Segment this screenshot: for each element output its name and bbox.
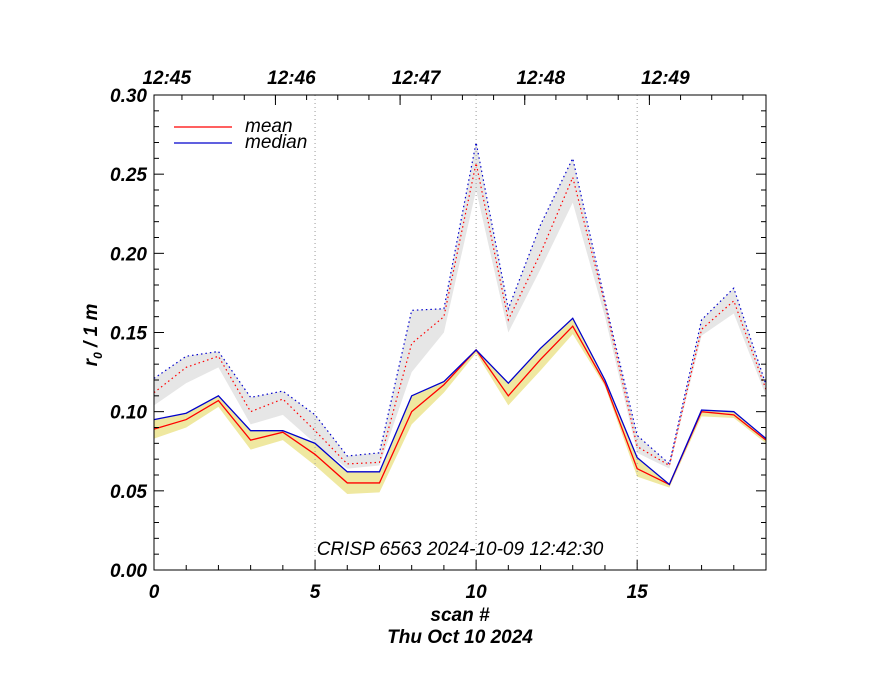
plot-frame bbox=[153, 94, 767, 571]
band-0 bbox=[154, 142, 766, 469]
series-lines bbox=[153, 142, 767, 486]
series-line-0 bbox=[153, 325, 767, 486]
axis-ticks bbox=[153, 94, 767, 571]
y-tick-label-1: 0.05 bbox=[110, 482, 147, 503]
legend-label-mean: mean bbox=[245, 116, 293, 137]
y-tick-label-0: 0.00 bbox=[110, 561, 147, 582]
series-line-2 bbox=[153, 162, 767, 467]
band-1 bbox=[154, 318, 766, 494]
y-axis-label-unit: / 1 m bbox=[81, 304, 102, 353]
svg-text:r0 / 1 m: r0 / 1 m bbox=[81, 304, 105, 367]
series-line-1 bbox=[153, 317, 767, 486]
top-tick-label-0: 12:45 bbox=[142, 68, 191, 89]
x-tick-label-5: 5 bbox=[310, 582, 321, 603]
y-tick-label-2: 0.10 bbox=[110, 403, 147, 424]
top-tick-label-2: 12:47 bbox=[392, 68, 442, 89]
y-axis-label-subscript: 0 bbox=[91, 352, 105, 359]
top-tick-label-1: 12:46 bbox=[267, 68, 316, 89]
y-axis-label-main: r bbox=[81, 357, 102, 366]
legend: mean median bbox=[174, 116, 307, 153]
confidence-bands bbox=[154, 142, 766, 494]
y-tick-label-3: 0.15 bbox=[110, 324, 147, 345]
x-tick-label-0: 0 bbox=[149, 582, 160, 603]
chart-annotation: CRISP 6563 2024-10-09 12:42:30 bbox=[317, 539, 604, 560]
top-tick-label-3: 12:48 bbox=[516, 68, 565, 89]
x-axis-label: scan # bbox=[430, 605, 490, 626]
y-tick-label-4: 0.20 bbox=[110, 244, 147, 265]
x-tick-label-15: 15 bbox=[627, 582, 649, 603]
y-tick-label-6: 0.30 bbox=[110, 86, 147, 107]
y-tick-label-5: 0.25 bbox=[110, 165, 147, 186]
y-axis-label: r0 / 1 m bbox=[81, 304, 105, 367]
date-label: Thu Oct 10 2024 bbox=[387, 627, 533, 648]
top-tick-label-4: 12:49 bbox=[641, 68, 690, 89]
legend-label-median: median bbox=[245, 132, 307, 153]
x-tick-label-10: 10 bbox=[466, 582, 488, 603]
